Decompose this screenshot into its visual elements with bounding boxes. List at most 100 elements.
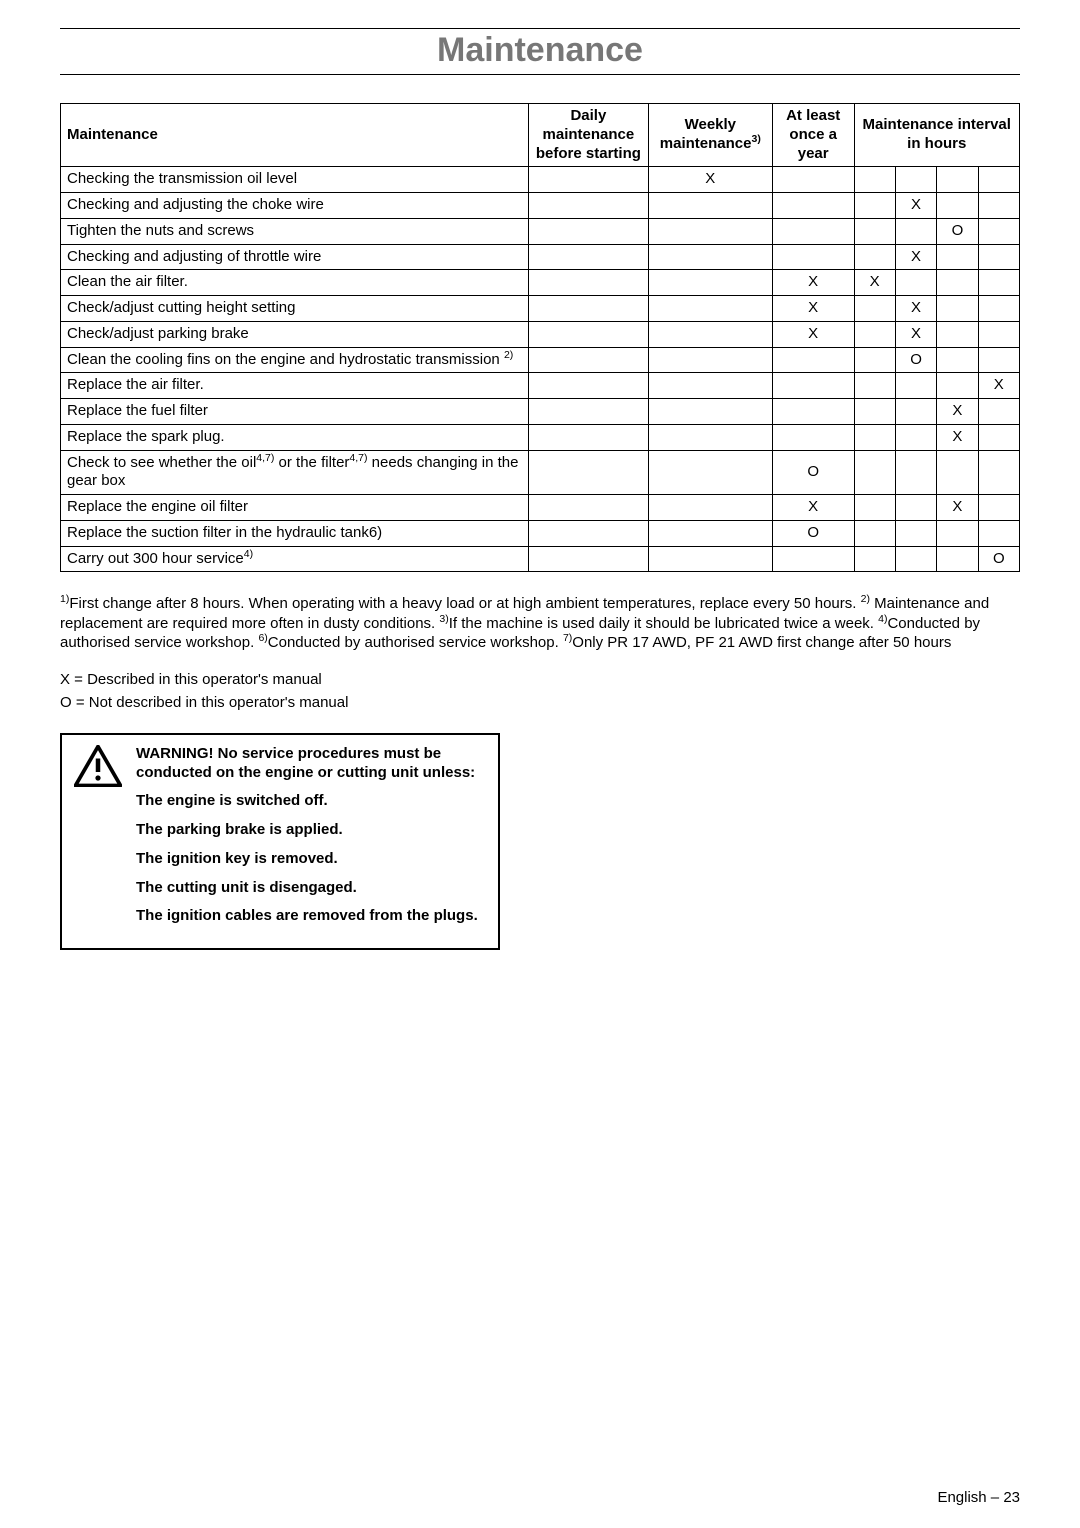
table-row: Replace the spark plug.X: [61, 424, 1020, 450]
cell: [854, 373, 895, 399]
cell: [648, 270, 772, 296]
cell: [937, 373, 978, 399]
cell: [529, 546, 649, 572]
cell: [529, 399, 649, 425]
maintenance-item: Replace the air filter.: [61, 373, 529, 399]
cell: [937, 321, 978, 347]
cell: [854, 495, 895, 521]
cell: X: [854, 270, 895, 296]
cell: [854, 399, 895, 425]
cell: [895, 270, 936, 296]
cell: [854, 167, 895, 193]
legend-o: O = Not described in this operator's man…: [60, 694, 1020, 711]
cell: [529, 244, 649, 270]
cell: [772, 399, 854, 425]
warning-text: WARNING! No service procedures must be c…: [136, 745, 486, 936]
cell: [937, 347, 978, 373]
warning-line: The engine is switched off.: [136, 792, 486, 811]
table-row: Carry out 300 hour service4) O: [61, 546, 1020, 572]
cell: [978, 218, 1019, 244]
cell: [529, 520, 649, 546]
cell: [648, 373, 772, 399]
cell: X: [895, 193, 936, 219]
cell: [648, 495, 772, 521]
cell: X: [772, 296, 854, 322]
cell: [854, 546, 895, 572]
cell: [978, 193, 1019, 219]
cell: [937, 193, 978, 219]
maintenance-item: Clean the cooling fins on the engine and…: [61, 347, 529, 373]
maintenance-table: Maintenance Daily maintenance before sta…: [60, 103, 1020, 572]
maintenance-item: Replace the fuel filter: [61, 399, 529, 425]
cell: [648, 347, 772, 373]
cell: [895, 373, 936, 399]
cell: O: [937, 218, 978, 244]
cell: X: [648, 167, 772, 193]
weekly-label: Weekly maintenance: [660, 116, 752, 152]
cell: [529, 450, 649, 495]
cell: [772, 244, 854, 270]
cell: [978, 296, 1019, 322]
table-row: Replace the suction filter in the hydrau…: [61, 520, 1020, 546]
cell: X: [895, 321, 936, 347]
cell: [529, 321, 649, 347]
cell: [529, 373, 649, 399]
cell: [648, 424, 772, 450]
cell: [937, 520, 978, 546]
cell: [772, 373, 854, 399]
cell: [937, 270, 978, 296]
footnotes: 1)First change after 8 hours. When opera…: [60, 594, 1020, 653]
table-row: Check/adjust cutting height settingXX: [61, 296, 1020, 322]
warning-line: The parking brake is applied.: [136, 821, 486, 840]
cell: [978, 424, 1019, 450]
col-weekly: Weekly maintenance3): [648, 104, 772, 167]
warning-line: The ignition cables are removed from the…: [136, 907, 486, 926]
cell: [648, 399, 772, 425]
cell: [529, 296, 649, 322]
cell: [978, 450, 1019, 495]
cell: [529, 495, 649, 521]
cell: O: [978, 546, 1019, 572]
col-maintenance: Maintenance: [61, 104, 529, 167]
cell: [529, 347, 649, 373]
cell: [937, 546, 978, 572]
cell: [937, 450, 978, 495]
cell: [937, 296, 978, 322]
maintenance-item: Checking and adjusting the choke wire: [61, 193, 529, 219]
cell: [895, 520, 936, 546]
cell: [648, 193, 772, 219]
cell: [648, 296, 772, 322]
table-row: Replace the engine oil filterXX: [61, 495, 1020, 521]
cell: [895, 218, 936, 244]
cell: [937, 244, 978, 270]
cell: [648, 244, 772, 270]
page-number: English – 23: [937, 1489, 1020, 1506]
cell: [895, 399, 936, 425]
cell: [772, 218, 854, 244]
table-row: Check to see whether the oil4,7) or the …: [61, 450, 1020, 495]
cell: [895, 495, 936, 521]
maintenance-item: Carry out 300 hour service4): [61, 546, 529, 572]
cell: X: [772, 321, 854, 347]
cell: O: [772, 450, 854, 495]
maintenance-item: Clean the air filter.: [61, 270, 529, 296]
table-row: Checking the transmission oil levelX: [61, 167, 1020, 193]
maintenance-item: Replace the suction filter in the hydrau…: [61, 520, 529, 546]
legend-x: X = Described in this operator's manual: [60, 671, 1020, 688]
page-title: Maintenance: [60, 28, 1020, 75]
cell: O: [895, 347, 936, 373]
cell: [978, 495, 1019, 521]
table-row: Clean the cooling fins on the engine and…: [61, 347, 1020, 373]
cell: [772, 546, 854, 572]
cell: [529, 167, 649, 193]
warning-line: WARNING! No service procedures must be c…: [136, 745, 486, 783]
cell: [895, 450, 936, 495]
cell: [978, 520, 1019, 546]
col-interval: Maintenance interval in hours: [854, 104, 1020, 167]
cell: X: [937, 424, 978, 450]
cell: [772, 167, 854, 193]
warning-line: The ignition key is removed.: [136, 850, 486, 869]
cell: [978, 270, 1019, 296]
warning-icon: [74, 745, 122, 936]
maintenance-item: Tighten the nuts and screws: [61, 218, 529, 244]
